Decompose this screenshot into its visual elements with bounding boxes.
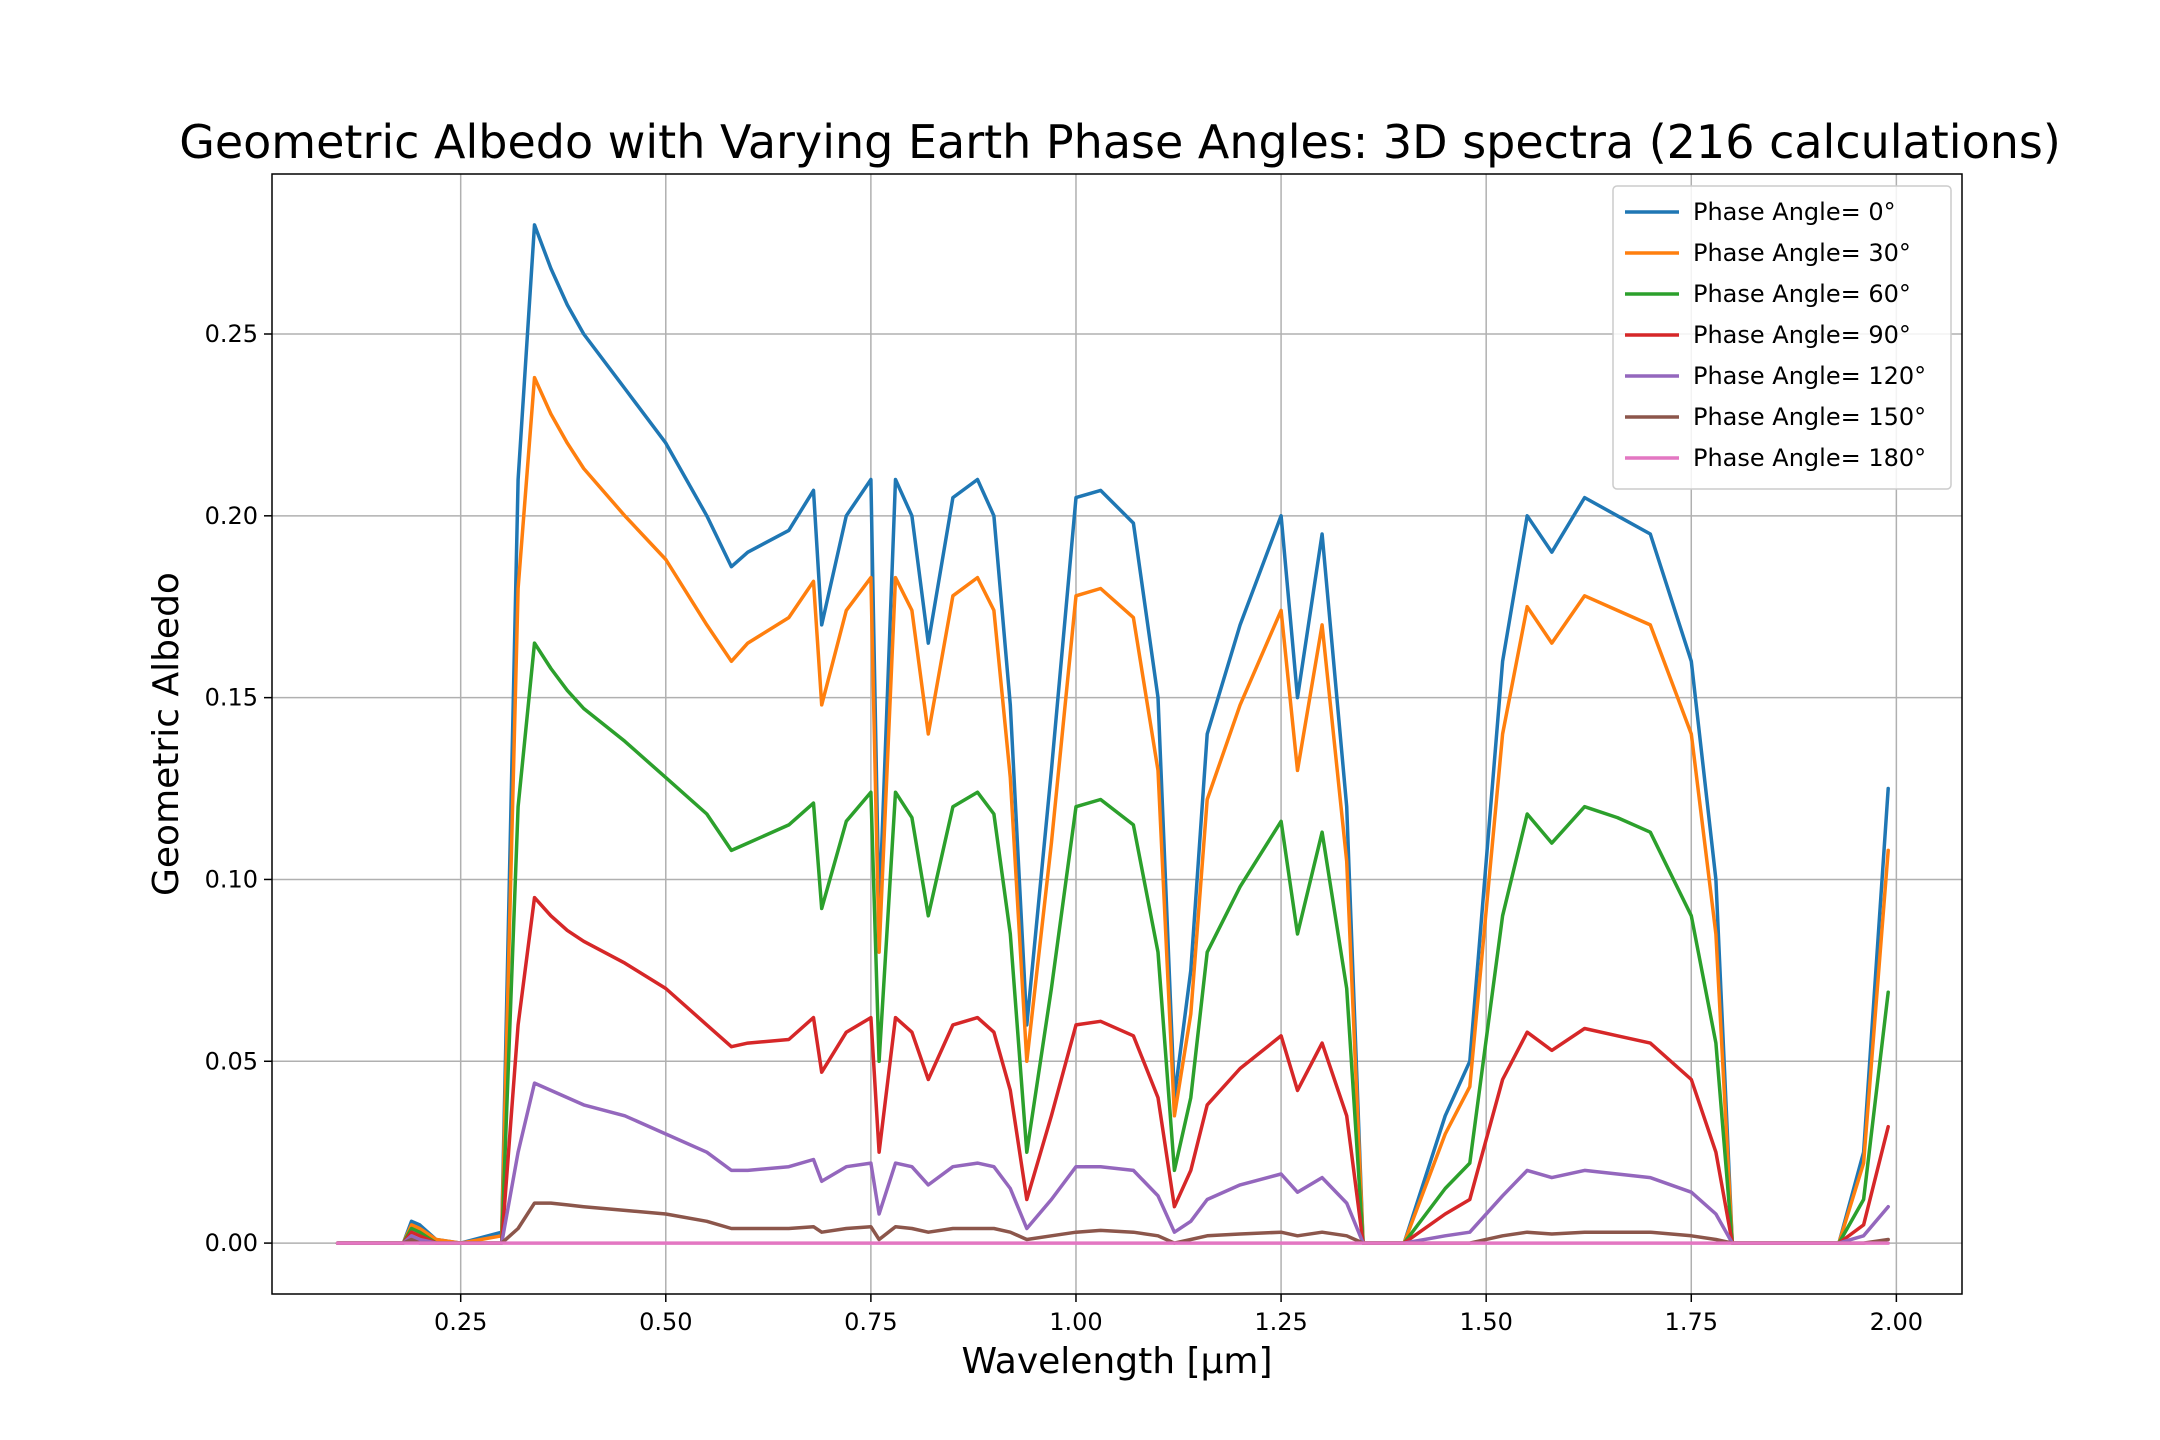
x-tick-label: 2.00 [1870,1308,1923,1336]
x-tick-label: 1.25 [1254,1308,1307,1336]
y-tick-label: 0.25 [205,320,258,348]
legend-label: Phase Angle= 0° [1693,198,1896,226]
legend-label: Phase Angle= 150° [1693,403,1926,431]
legend-label: Phase Angle= 30° [1693,239,1911,267]
x-tick-label: 1.50 [1459,1308,1512,1336]
legend-label: Phase Angle= 60° [1693,280,1911,308]
legend-label: Phase Angle= 90° [1693,321,1911,349]
legend-label: Phase Angle= 180° [1693,444,1926,472]
x-tick-label: 0.25 [434,1308,487,1336]
legend-box [1612,185,1952,490]
x-axis-label: Wavelength [μm] [961,1341,1272,1382]
x-axis-ticks: 0.25 0.50 0.75 1.00 1.25 1.50 1.75 2.00 [434,1294,1923,1336]
series-line-2 [335,641,1890,1245]
y-axis-label: Geometric Albedo [146,572,187,896]
legend-label: Phase Angle= 120° [1693,362,1926,390]
series-line-0 [335,223,1890,1245]
y-tick-label: 0.15 [205,684,258,712]
x-tick-label: 1.00 [1049,1308,1102,1336]
y-tick-label: 0.10 [205,865,258,893]
series-line-4 [335,1081,1890,1245]
plot-frame [271,173,1963,1295]
legend: Phase Angle= 0° Phase Angle= 30° Phase Ang… [1612,185,1952,490]
y-tick-label: 0.00 [205,1229,258,1257]
x-tick-label: 0.50 [639,1308,692,1336]
series-line-5 [335,1201,1890,1245]
y-axis-ticks: 0.00 0.05 0.10 0.15 0.20 0.25 [205,320,272,1257]
series-layer [335,223,1890,1245]
x-tick-label: 0.75 [844,1308,897,1336]
y-tick-label: 0.05 [205,1047,258,1075]
chart-title: Geometric Albedo with Varying Earth Phas… [179,115,2061,169]
x-tick-label: 1.75 [1665,1308,1718,1336]
y-tick-label: 0.20 [205,502,258,530]
series-line-1 [335,375,1890,1245]
series-line-3 [335,895,1890,1245]
